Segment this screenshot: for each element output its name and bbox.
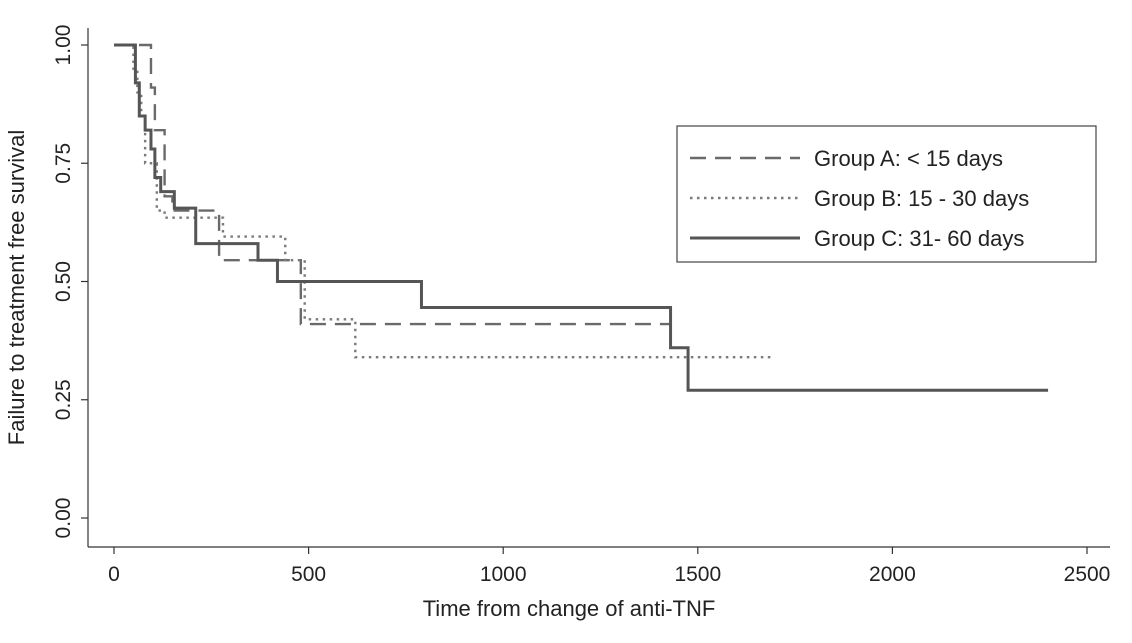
x-tick-label: 500	[291, 563, 326, 586]
x-tick-label: 0	[108, 563, 120, 586]
y-ticks: 0.00 0.25 0.50 0.75 1.00	[52, 25, 88, 539]
legend-label: Group C: 31- 60 days	[814, 226, 1024, 251]
x-ticks: 0 500 1000 1500 2000 2500	[108, 547, 1110, 586]
legend-items: Group A: < 15 days Group B: 15 - 30 days G…	[690, 146, 1029, 251]
legend: Group A: < 15 days Group B: 15 - 30 days G…	[676, 125, 1097, 263]
x-tick-label: 2000	[869, 563, 916, 586]
x-axis-label: Time from change of anti-TNF	[423, 596, 716, 621]
y-tick-label: 1.00	[52, 25, 75, 66]
y-tick-label: 0.00	[52, 498, 75, 539]
x-tick-label: 1500	[674, 563, 721, 586]
series-line-2	[114, 43, 772, 359]
legend-label: Group B: 15 - 30 days	[814, 186, 1029, 211]
series-group	[114, 43, 1049, 392]
x-tick-label: 1000	[480, 563, 527, 586]
legend-label: Group A: < 15 days	[814, 146, 1003, 171]
x-tick-label: 2500	[1064, 563, 1111, 586]
y-tick-label: 0.25	[52, 379, 75, 420]
y-tick-label: 0.75	[52, 143, 75, 184]
y-tick-label: 0.50	[52, 261, 75, 302]
y-axis-label: Failure to treatment free survival	[4, 130, 29, 445]
series-line-3	[114, 43, 1049, 392]
axes-group: 0.00 0.25 0.50 0.75 1.00 0 500 1000 1500 2000 250…	[4, 25, 1110, 621]
